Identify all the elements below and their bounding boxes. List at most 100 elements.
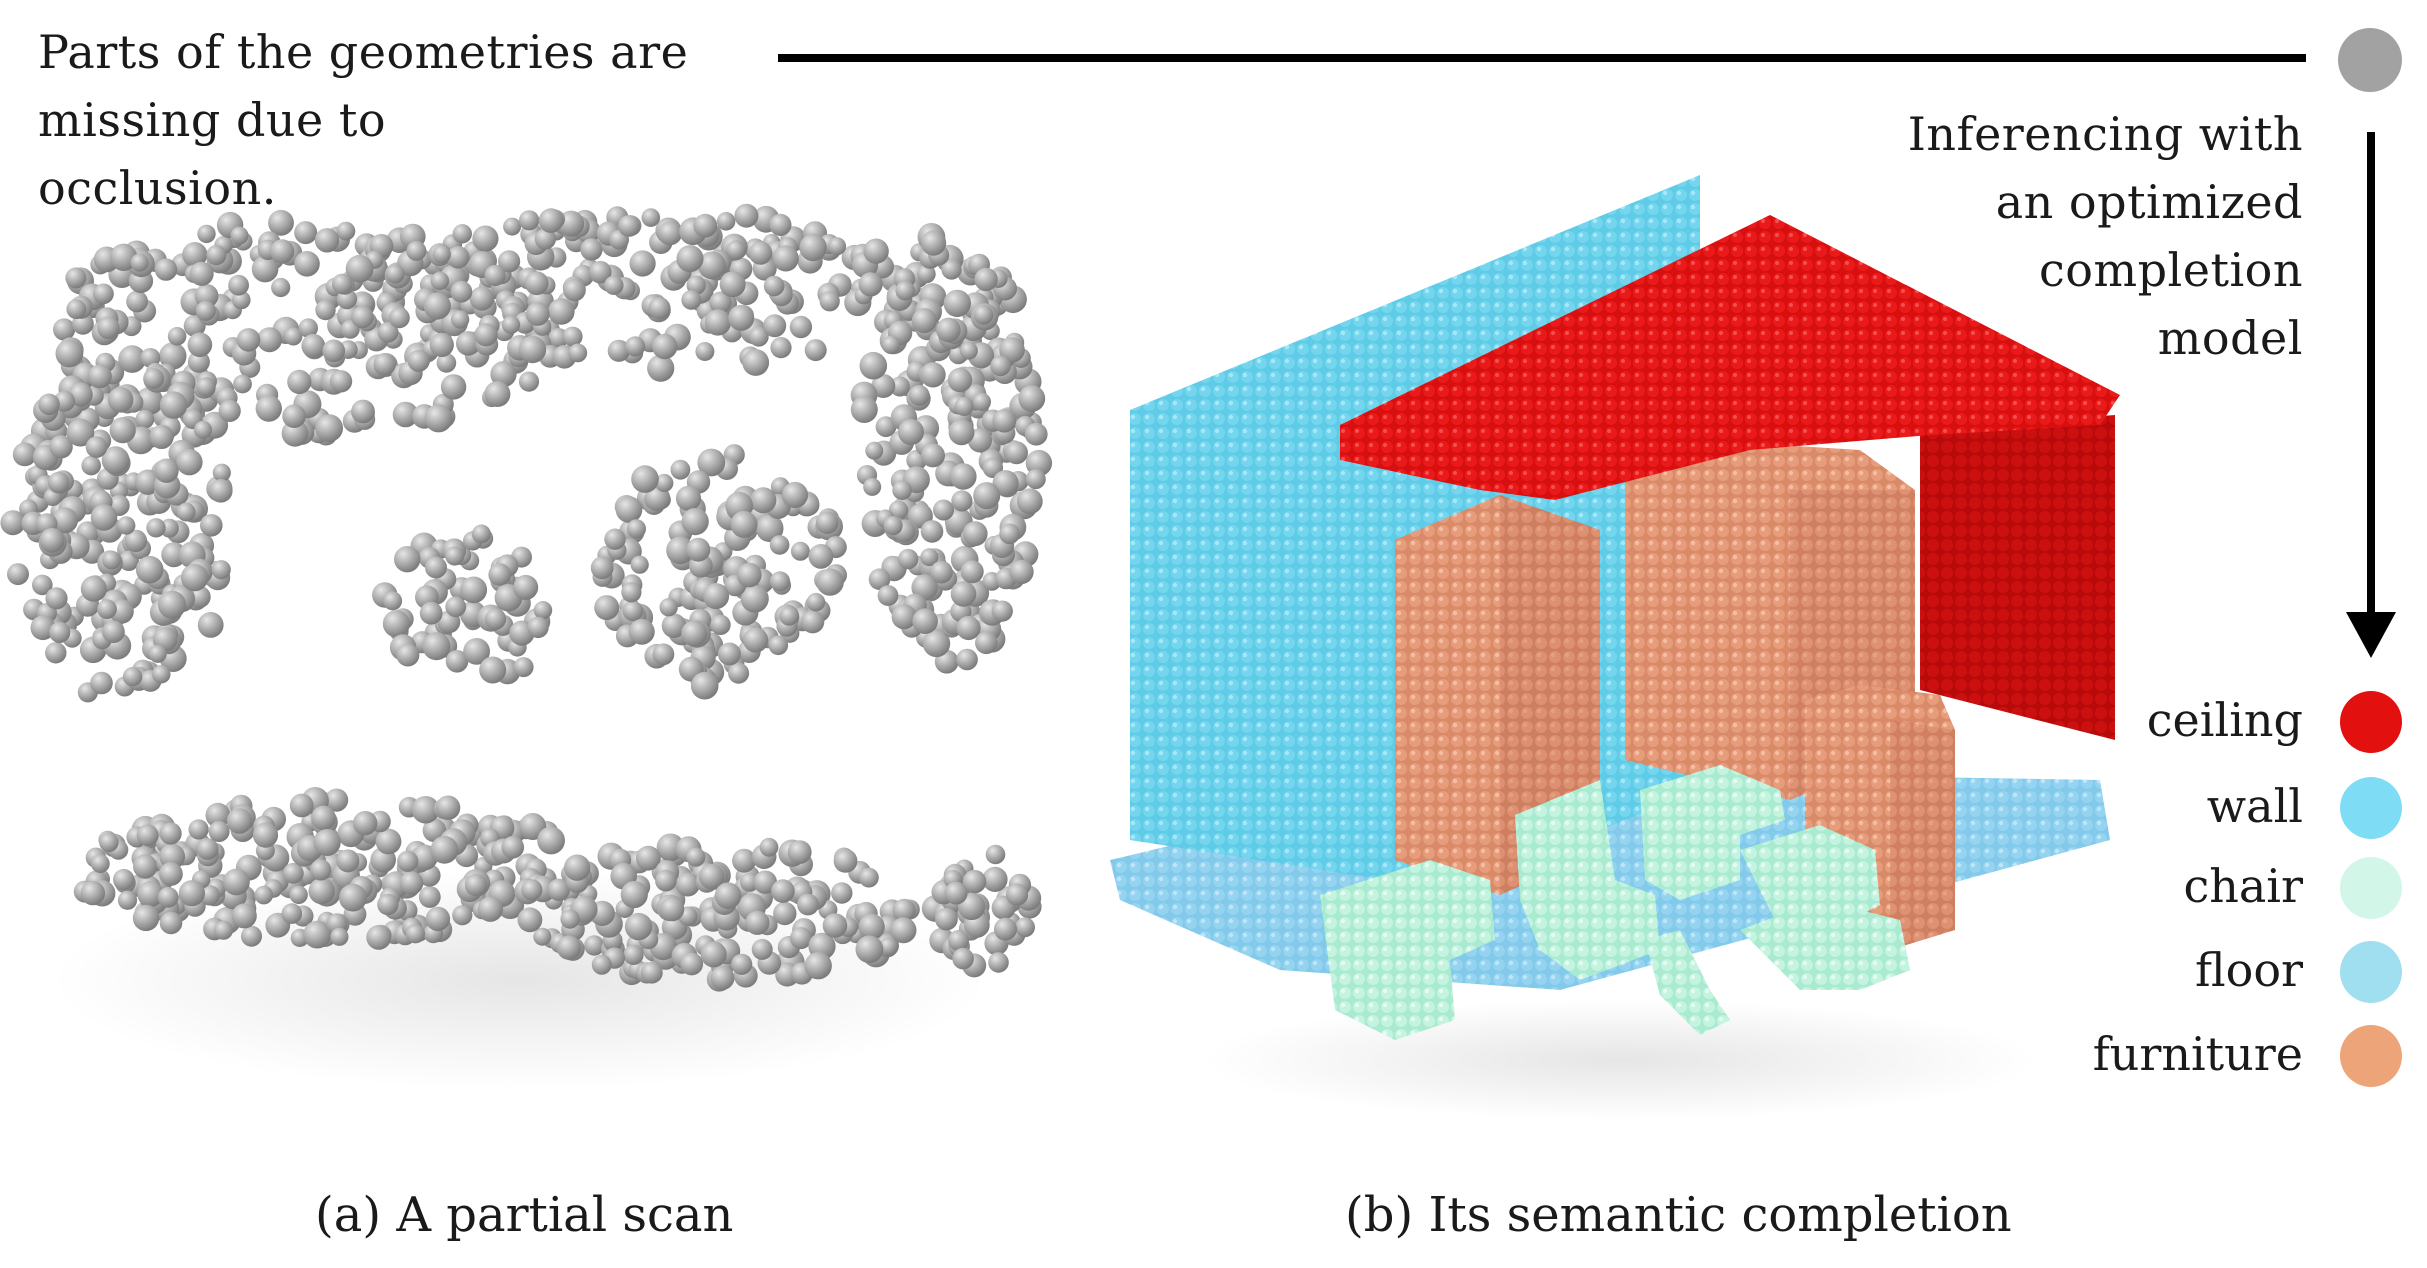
scan-point — [621, 582, 642, 603]
scan-point — [917, 264, 936, 284]
scan-point — [158, 590, 186, 619]
scan-point — [562, 326, 583, 347]
scan-point — [436, 353, 457, 373]
scan-point — [214, 920, 233, 940]
scan-point — [154, 258, 178, 281]
annotation-line-2: missing due to — [38, 93, 387, 147]
scan-point — [109, 243, 138, 271]
scan-point — [0, 510, 26, 536]
scan-point — [196, 377, 216, 397]
scan-point — [560, 909, 580, 929]
scan-point — [281, 419, 309, 447]
scan-point — [270, 239, 295, 264]
scan-point — [742, 349, 770, 376]
scan-point — [659, 598, 678, 617]
scan-point — [284, 327, 303, 346]
inference-arrow-head — [2346, 612, 2396, 658]
scan-point — [517, 907, 543, 933]
scan-point — [625, 336, 646, 357]
scan-point — [136, 824, 159, 847]
scan-point — [377, 893, 399, 916]
scan-point — [695, 342, 715, 361]
scan-point — [773, 901, 797, 926]
scan-point — [373, 353, 396, 376]
furniture-front-shadow-face — [1890, 720, 1955, 950]
scan-point — [690, 671, 719, 700]
legend-label-floor: floor — [2194, 943, 2303, 997]
legend-label-chair: chair — [2183, 859, 2303, 913]
scan-point — [336, 849, 360, 873]
scan-point — [99, 832, 119, 853]
scan-point — [331, 273, 353, 295]
ceiling-side-voxels — [1920, 415, 2115, 740]
scan-point — [629, 250, 656, 277]
scan-point — [484, 608, 507, 630]
scan-point — [675, 485, 702, 511]
semantic-completion-scene — [1110, 175, 2120, 1120]
scan-point — [734, 203, 759, 228]
scan-point — [740, 872, 760, 892]
scan-point — [962, 869, 987, 894]
scan-point — [652, 643, 675, 666]
chair-voxels — [1320, 765, 1910, 1040]
scan-point — [159, 391, 188, 419]
scan-point — [655, 869, 677, 892]
scan-point — [789, 315, 813, 339]
scan-point — [474, 323, 498, 347]
scan-point — [353, 811, 378, 836]
scan-point — [140, 348, 161, 368]
scan-point — [377, 321, 399, 343]
scan-point — [527, 616, 549, 639]
scan-point — [187, 332, 213, 357]
scan-point — [801, 610, 825, 634]
scan-point — [149, 424, 174, 449]
scan-point — [865, 441, 884, 460]
scan-point — [430, 271, 450, 291]
scan-point — [303, 920, 332, 949]
scan-point — [912, 608, 938, 634]
scan-point — [816, 568, 844, 596]
scan-point — [819, 291, 840, 312]
scan-point — [670, 459, 691, 480]
scan-point — [954, 397, 974, 416]
scan-point — [157, 886, 179, 908]
scan-point — [863, 477, 882, 496]
scan-point — [992, 470, 1019, 497]
scan-point — [524, 271, 549, 296]
scan-point — [1025, 449, 1053, 477]
partial-scan-point-cloud — [0, 203, 1053, 1090]
scan-point — [97, 599, 117, 619]
scan-point — [737, 562, 762, 588]
scan-point — [159, 843, 186, 870]
partial-scan-state-dot — [2338, 28, 2402, 92]
scan-point — [676, 245, 704, 273]
scan-point — [703, 583, 730, 610]
scan-point — [281, 903, 303, 924]
scan-point — [943, 289, 971, 318]
scan-point — [351, 305, 374, 329]
scan-point — [411, 796, 440, 824]
chair-voxels-2 — [1320, 860, 1495, 1040]
scan-point — [294, 221, 318, 245]
scan-point — [607, 339, 630, 362]
scan-point — [66, 418, 95, 447]
scan-point — [315, 414, 343, 442]
legend-label-wall: wall — [2206, 779, 2303, 833]
scan-point — [109, 417, 136, 444]
scan-point — [513, 657, 534, 678]
scan-point — [452, 224, 472, 244]
scan-point — [753, 870, 777, 894]
scan-point — [962, 521, 988, 547]
scan-point — [859, 867, 879, 888]
scan-point — [490, 361, 517, 388]
scan-point — [159, 911, 183, 935]
scan-point — [257, 327, 282, 353]
scan-point — [208, 821, 230, 842]
scan-point — [366, 925, 392, 950]
scan-point — [137, 881, 164, 908]
scan-point — [890, 917, 917, 944]
scan-point — [501, 836, 525, 859]
scan-point — [445, 546, 465, 566]
scan-point — [435, 795, 461, 820]
scan-point — [159, 342, 187, 370]
